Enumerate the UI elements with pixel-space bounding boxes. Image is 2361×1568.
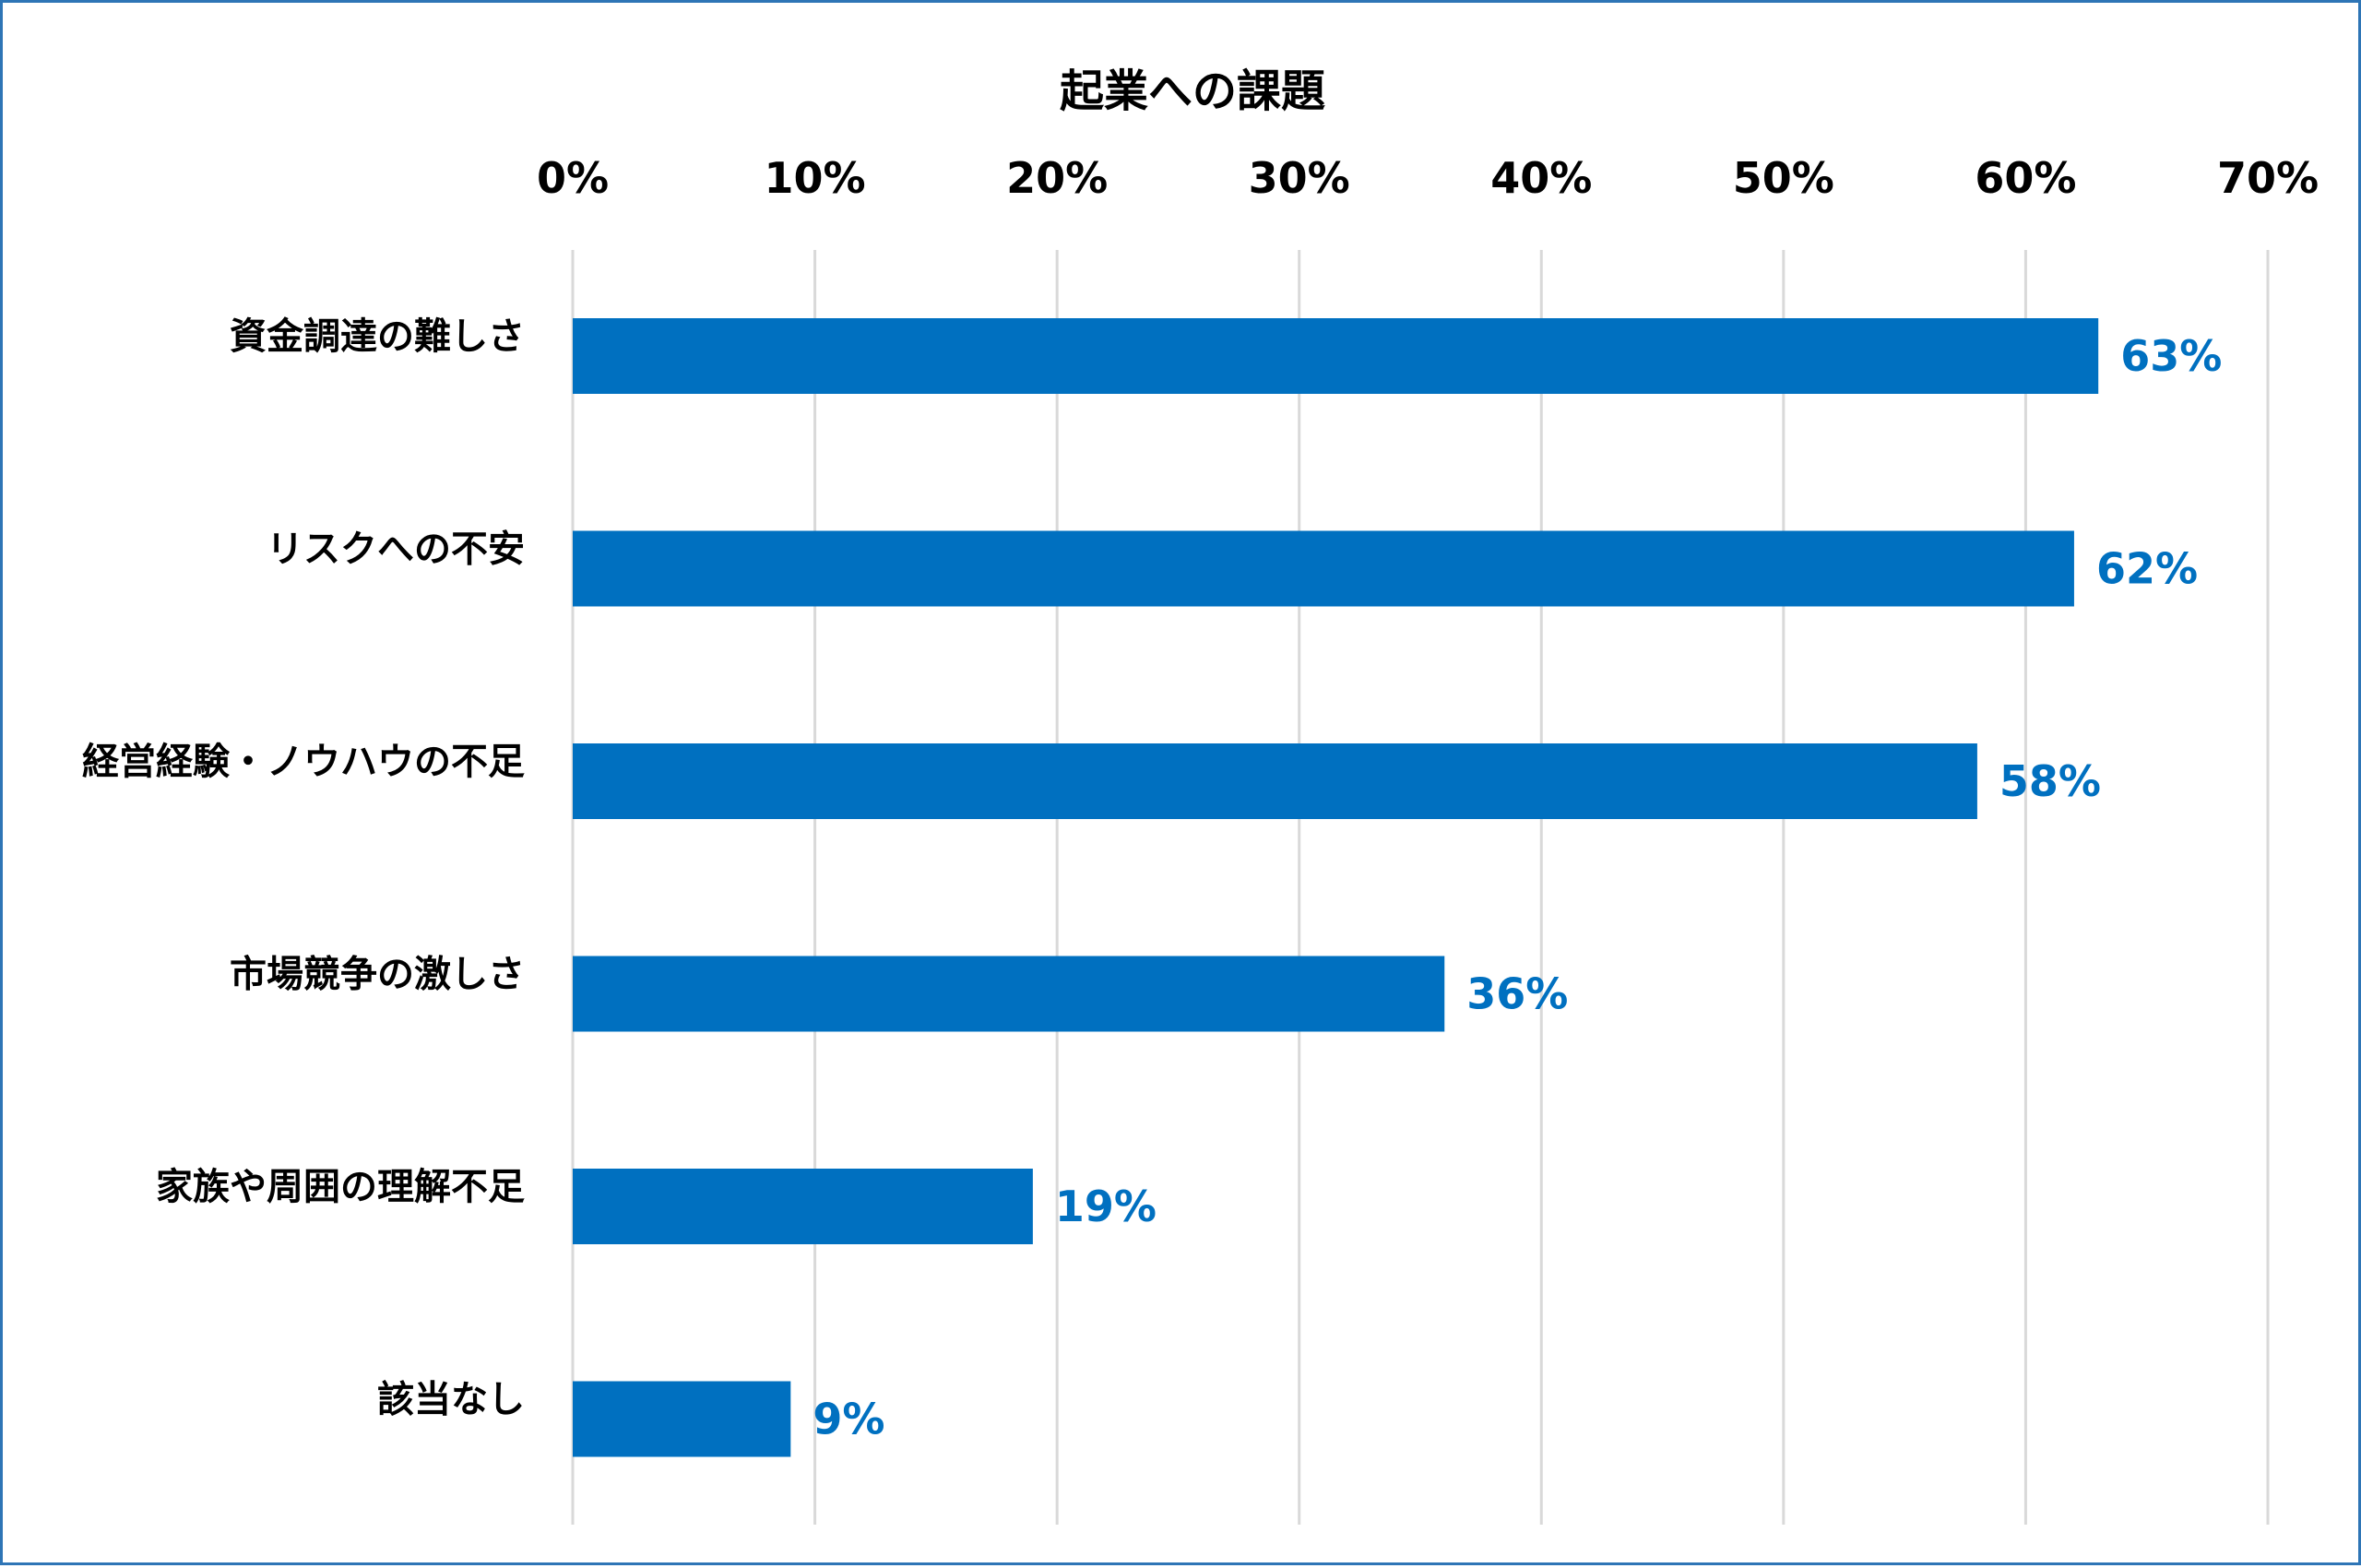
value-label: 58%: [1999, 756, 2101, 806]
x-tick-label: 60%: [1975, 153, 2076, 203]
value-label: 63%: [2120, 331, 2222, 381]
bar: [573, 1381, 791, 1457]
value-label: 9%: [813, 1395, 884, 1444]
x-tick-label: 70%: [2217, 153, 2319, 203]
bar: [573, 1169, 1033, 1244]
x-tick-label: 40%: [1490, 153, 1592, 203]
x-tick-label: 50%: [1733, 153, 1834, 203]
category-label: 該当なし: [377, 1379, 525, 1421]
gridlines: [571, 250, 2270, 1525]
bar: [573, 743, 1977, 819]
chart-title: 起業への課題: [1060, 65, 1325, 117]
value-label: 19%: [1055, 1182, 1157, 1231]
bar-chart: 起業への課題 0% 10% 20% 30% 40% 50% 60% 70% 資金調達の難しさリ…: [82, 65, 2319, 1525]
category-label: 経営経験・ノウハウの不足: [82, 741, 525, 783]
category-label: 家族や周囲の理解不足: [156, 1166, 525, 1208]
category-labels: 資金調達の難しさリスクへの不安経営経験・ノウハウの不足市場競争の激しさ家族や周囲…: [82, 315, 525, 1421]
x-tick-label: 30%: [1249, 153, 1350, 203]
category-label: リスクへの不安: [267, 529, 525, 571]
bar: [573, 530, 2074, 607]
x-tick-label: 20%: [1006, 153, 1108, 203]
value-label: 36%: [1466, 969, 1568, 1019]
x-tick-label: 0%: [537, 153, 609, 203]
category-label: 市場競争の激しさ: [230, 954, 525, 996]
value-label: 62%: [2096, 544, 2198, 594]
x-tick-label: 10%: [765, 153, 866, 203]
x-axis-ticks: 0% 10% 20% 30% 40% 50% 60% 70%: [537, 153, 2319, 203]
bars: [573, 318, 2099, 1457]
category-label: 資金調達の難しさ: [230, 315, 525, 358]
bar: [573, 318, 2099, 394]
value-labels: 63% 62% 58% 36% 19% 9%: [813, 331, 2222, 1444]
bar: [573, 956, 1445, 1032]
